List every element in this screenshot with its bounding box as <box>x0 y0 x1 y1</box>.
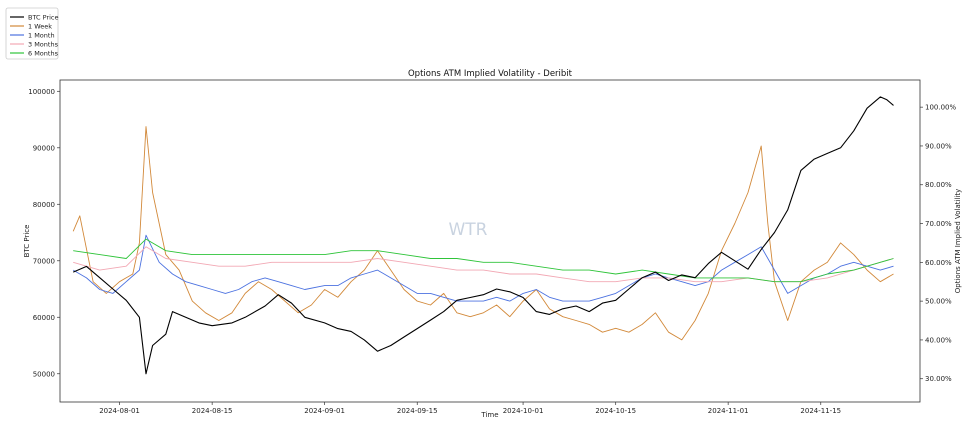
y-right-tick-label: 60.00% <box>925 259 952 267</box>
series-line-1-month <box>72 234 894 302</box>
y-right-tick-label: 90.00% <box>925 142 952 150</box>
legend-label-1-month: 1 Month <box>28 31 55 39</box>
x-tick-label: 2024-09-01 <box>304 407 345 415</box>
plot-frame <box>59 79 921 403</box>
y-left-tick-label: 90000 <box>33 144 55 152</box>
x-tick-label: 2024-10-01 <box>503 407 544 415</box>
x-tick-label: 2024-11-15 <box>800 407 841 415</box>
x-tick-label: 2024-08-15 <box>192 407 233 415</box>
x-axis-title: Time <box>480 411 498 419</box>
x-tick-label: 2024-10-15 <box>595 407 636 415</box>
watermark-text: WTR <box>448 220 487 240</box>
y-right-tick-label: 50.00% <box>925 298 952 306</box>
y-right-tick-label: 40.00% <box>925 336 952 344</box>
x-axis: 2024-08-01 2024-08-15 2024-09-01 2024-09-15… <box>99 402 841 415</box>
series-line-btc-price <box>72 96 894 375</box>
y-axis-left-title: BTC Price <box>23 225 31 258</box>
y-right-tick-label: 100.00% <box>925 104 956 112</box>
x-tick-label: 2024-11-01 <box>708 407 749 415</box>
y-right-tick-label: 70.00% <box>925 220 952 228</box>
y-left-tick-label: 60000 <box>33 314 55 322</box>
legend-label-btc-price: BTC Price <box>28 13 59 21</box>
y-left-tick-label: 70000 <box>33 257 55 265</box>
y-left-tick-label: 50000 <box>33 370 55 378</box>
y-left-tick-label: 100000 <box>28 88 55 96</box>
series-line-1-week <box>72 126 894 341</box>
y-axis-right: 30.00% 40.00% 50.00% 60.00% 70.00% 80.00% 90.0… <box>920 104 956 383</box>
y-axis-left: 50000 60000 70000 80000 90000 100000 <box>28 88 60 378</box>
x-tick-label: 2024-08-01 <box>99 407 140 415</box>
y-axis-right-title: Options ATM Implied Volatility <box>954 189 962 293</box>
legend-label-1-week: 1 Week <box>28 22 52 30</box>
series-line-6-months <box>73 238 894 283</box>
legend-frame <box>5 7 59 60</box>
legend-label-6-months: 6 Months <box>28 49 59 57</box>
series-layer <box>72 96 894 375</box>
y-right-tick-label: 30.00% <box>925 375 952 383</box>
chart-title: Options ATM Implied Volatility - Deribit <box>408 69 573 79</box>
series-line-3-months <box>73 246 894 283</box>
y-right-tick-label: 80.00% <box>925 181 952 189</box>
legend-label-3-months: 3 Months <box>28 40 59 48</box>
x-tick-label: 2024-09-15 <box>397 407 438 415</box>
y-left-tick-label: 80000 <box>33 201 55 209</box>
